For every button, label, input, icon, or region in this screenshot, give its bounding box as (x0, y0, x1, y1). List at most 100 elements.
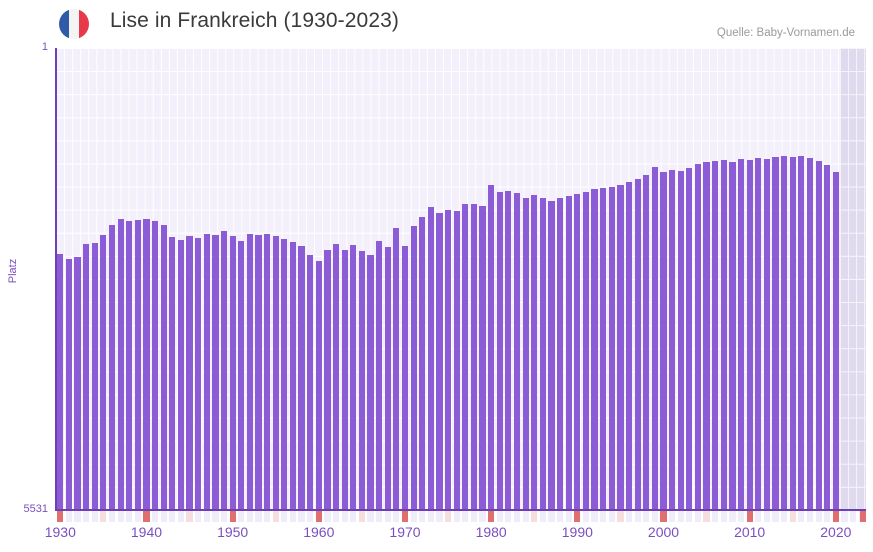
bar[interactable] (634, 179, 641, 510)
x-tick-cell (815, 511, 822, 522)
bar[interactable] (341, 250, 348, 510)
bar[interactable] (324, 250, 331, 510)
x-tick-cell (763, 511, 770, 522)
bar[interactable] (384, 247, 391, 510)
bar[interactable] (169, 237, 176, 510)
bar[interactable] (479, 206, 486, 510)
bar[interactable] (815, 161, 822, 510)
x-tick-cell (462, 511, 469, 522)
bar[interactable] (108, 225, 116, 510)
x-tick-cell (289, 511, 297, 522)
bar[interactable] (65, 259, 73, 510)
bar[interactable] (617, 185, 624, 510)
bar[interactable] (272, 236, 279, 510)
bar[interactable] (643, 175, 650, 510)
bar[interactable] (806, 158, 814, 510)
bar[interactable] (367, 255, 374, 510)
bar[interactable] (669, 170, 676, 510)
bar[interactable] (832, 172, 839, 510)
bar[interactable] (332, 244, 340, 510)
bar[interactable] (298, 246, 305, 510)
bar[interactable] (694, 164, 702, 510)
bar[interactable] (419, 217, 426, 510)
bar[interactable] (703, 162, 710, 510)
bar[interactable] (238, 241, 245, 510)
bar[interactable] (591, 189, 598, 510)
bar[interactable] (488, 185, 495, 510)
bar[interactable] (470, 204, 478, 510)
bar[interactable] (462, 204, 469, 510)
bar[interactable] (160, 225, 167, 510)
x-tick-cell (806, 511, 814, 522)
bar[interactable] (151, 221, 159, 510)
bar[interactable] (117, 219, 124, 510)
bar[interactable] (453, 211, 460, 510)
bar[interactable] (264, 234, 271, 510)
bar[interactable] (686, 168, 693, 510)
bar[interactable] (427, 207, 434, 510)
bar[interactable] (548, 201, 555, 510)
bar[interactable] (410, 226, 417, 510)
bar[interactable] (660, 172, 667, 510)
bar[interactable] (91, 243, 98, 510)
bar[interactable] (134, 220, 141, 510)
bar[interactable] (600, 188, 607, 510)
bar[interactable] (177, 240, 185, 510)
bar[interactable] (401, 246, 409, 510)
bar[interactable] (789, 157, 796, 510)
bar[interactable] (763, 159, 770, 510)
bar[interactable] (83, 244, 90, 510)
bar[interactable] (531, 195, 538, 510)
bar[interactable] (582, 192, 590, 510)
bar[interactable] (496, 192, 503, 510)
bar[interactable] (350, 245, 357, 510)
bar[interactable] (220, 231, 228, 510)
bar[interactable] (229, 236, 236, 510)
bar[interactable] (444, 210, 452, 510)
bar[interactable] (57, 254, 64, 510)
bar[interactable] (100, 235, 107, 510)
bar[interactable] (315, 261, 322, 510)
bar[interactable] (755, 158, 762, 510)
bar[interactable] (625, 182, 633, 510)
bar[interactable] (565, 196, 572, 510)
bar[interactable] (203, 234, 210, 510)
bar[interactable] (574, 194, 581, 510)
bar[interactable] (781, 156, 788, 510)
bar[interactable] (729, 162, 736, 510)
bar[interactable] (436, 213, 443, 510)
bar[interactable] (712, 161, 719, 510)
bar[interactable] (307, 255, 314, 510)
bar[interactable] (798, 156, 805, 510)
bar[interactable] (772, 157, 779, 510)
bar[interactable] (376, 241, 383, 510)
bar[interactable] (720, 160, 727, 510)
y-axis-bottom-label: 5531 (23, 503, 48, 515)
bar[interactable] (74, 257, 81, 510)
bar[interactable] (513, 193, 521, 510)
x-tick-cell (505, 511, 512, 522)
bar[interactable] (677, 171, 684, 510)
bar[interactable] (746, 160, 753, 510)
bar[interactable] (824, 165, 831, 510)
bar[interactable] (143, 219, 150, 510)
x-axis-tick-label: 1940 (130, 524, 163, 540)
bar[interactable] (737, 159, 745, 510)
bar[interactable] (195, 238, 202, 510)
bar[interactable] (358, 251, 365, 510)
bar[interactable] (505, 191, 512, 510)
bar[interactable] (539, 198, 546, 510)
bar[interactable] (212, 235, 219, 510)
bar[interactable] (281, 239, 288, 510)
bar[interactable] (186, 236, 193, 510)
bar[interactable] (255, 235, 262, 510)
bar[interactable] (522, 198, 529, 510)
bar[interactable] (246, 234, 253, 510)
bar[interactable] (289, 242, 297, 510)
bar[interactable] (556, 198, 564, 510)
bar[interactable] (651, 167, 658, 510)
bar[interactable] (393, 228, 400, 510)
bar[interactable] (126, 221, 133, 510)
x-tick-cell (669, 511, 676, 522)
bar[interactable] (608, 187, 615, 510)
